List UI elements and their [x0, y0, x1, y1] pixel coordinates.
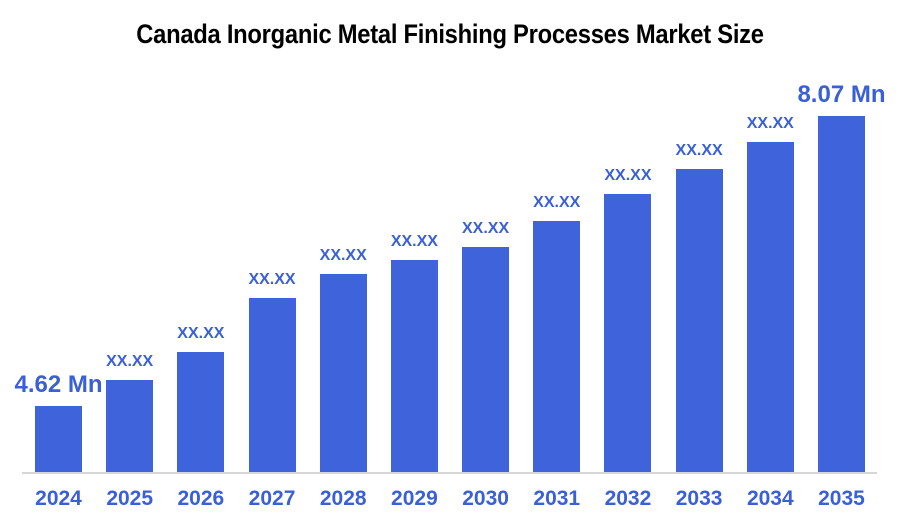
value-label-2034: XX.XX [746, 115, 794, 132]
x-axis-label-2032: 2032 [604, 487, 652, 510]
x-axis-label-2033: 2033 [675, 487, 723, 510]
x-axis-label-2030: 2030 [462, 487, 509, 510]
x-axis-label-2035: 2035 [818, 487, 865, 510]
value-label-2027: XX.XX [248, 271, 296, 288]
value-label-2025: XX.XX [106, 353, 154, 370]
bar-2032 [604, 194, 652, 472]
value-label-2024: 4.62 Mn [14, 371, 103, 398]
value-label-2026: XX.XX [177, 325, 225, 342]
x-axis-label-2028: 2028 [319, 487, 367, 510]
bar-2033 [675, 169, 723, 472]
x-axis-label-2029: 2029 [391, 487, 438, 510]
bar-2024 [35, 406, 82, 472]
value-label-2033: XX.XX [675, 142, 723, 159]
bar-2025 [106, 380, 154, 472]
value-label-2031: XX.XX [533, 194, 581, 211]
bar-2027 [248, 298, 296, 472]
x-axis-line [22, 472, 877, 474]
value-label-2035: 8.07 Mn [797, 81, 886, 108]
bar-2034 [746, 142, 794, 472]
x-axis-label-2027: 2027 [248, 487, 296, 510]
x-axis-label-2025: 2025 [106, 487, 154, 510]
bar-2031 [533, 221, 581, 472]
x-axis-label-2026: 2026 [177, 487, 225, 510]
chart-title: Canada Inorganic Metal Finishing Process… [136, 19, 764, 49]
value-label-2030: XX.XX [462, 220, 510, 237]
bar-2030 [462, 247, 510, 472]
value-label-2028: XX.XX [319, 247, 367, 264]
bar-2029 [390, 260, 438, 472]
x-axis-label-2031: 2031 [533, 487, 581, 510]
bar-2028 [319, 274, 367, 472]
bar-2035 [817, 116, 865, 472]
x-axis-label-2034: 2034 [746, 487, 794, 510]
x-axis-label-2024: 2024 [35, 487, 82, 510]
value-label-2032: XX.XX [604, 167, 652, 184]
value-label-2029: XX.XX [390, 233, 438, 250]
bar-2026 [177, 352, 225, 472]
